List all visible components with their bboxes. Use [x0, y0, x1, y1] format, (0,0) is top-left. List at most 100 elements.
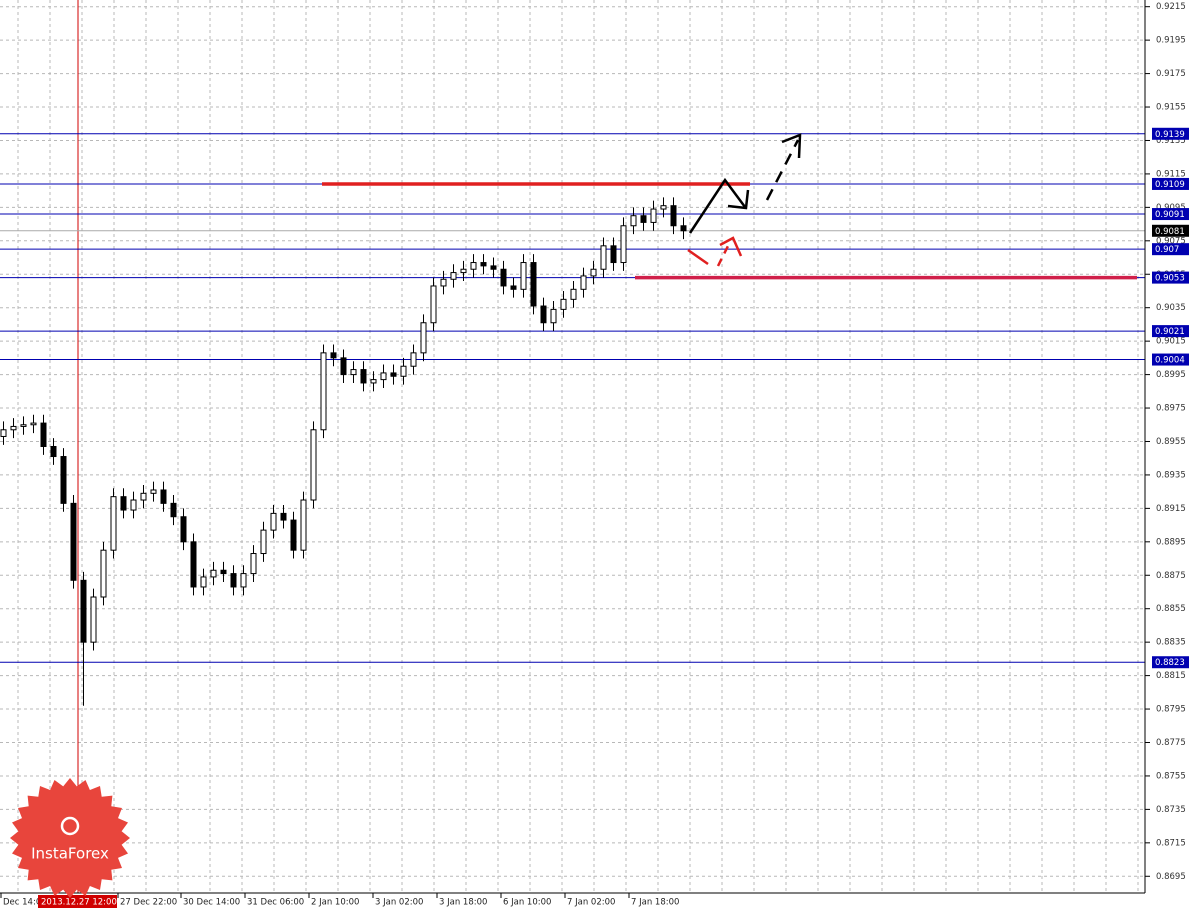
level-label: 0.9021	[1155, 327, 1185, 337]
y-tick-label: 0.8755	[1156, 771, 1186, 781]
candle-body	[330, 352, 337, 359]
candle-body	[620, 225, 627, 264]
candle-body	[450, 272, 457, 280]
level-label: 0.9053	[1155, 274, 1185, 284]
arrow-head	[727, 189, 750, 210]
level-label-box	[1152, 177, 1189, 190]
y-tick-label: 0.9035	[1156, 303, 1186, 313]
candle-body	[340, 357, 347, 376]
candle-body	[170, 502, 177, 518]
candle-body	[50, 446, 57, 458]
candle-body	[520, 262, 527, 290]
y-tick-label: 0.8835	[1156, 638, 1186, 648]
candle-body	[470, 262, 477, 270]
candle-body	[310, 429, 317, 501]
level-label: 0.907	[1155, 245, 1179, 255]
y-tick-label: 0.9215	[1156, 2, 1186, 12]
candle-body	[0, 429, 7, 437]
candle-body	[250, 553, 257, 575]
candle-body	[240, 573, 247, 588]
candle-body	[200, 576, 207, 588]
candle-body	[110, 496, 117, 551]
candle-body	[400, 365, 407, 377]
candle-body	[10, 425, 17, 431]
current-label: 0.9081	[1155, 227, 1185, 237]
logo-icon	[60, 816, 80, 836]
candle-body	[320, 352, 327, 431]
candle-body	[70, 502, 77, 581]
y-tick-label: 0.8975	[1156, 404, 1186, 414]
x-tick-label: 7 Jan 02:00	[567, 898, 615, 908]
candle-body	[100, 549, 107, 598]
level-label-box	[1152, 325, 1189, 338]
candle-body	[650, 208, 657, 223]
candle-body	[460, 268, 467, 274]
candle-body	[670, 205, 677, 227]
candle-body	[380, 372, 387, 381]
candle-body	[610, 245, 617, 264]
candle-body	[270, 512, 277, 531]
candle-body	[640, 215, 647, 223]
x-tick-label: 27 Dec 22:00	[120, 898, 177, 908]
candle-body	[570, 288, 577, 300]
y-tick-label: 0.9155	[1156, 103, 1186, 113]
arrow-dashed	[765, 139, 800, 201]
candle-body	[260, 529, 267, 555]
y-tick-label: 0.8935	[1156, 470, 1186, 480]
arrow-red	[687, 248, 709, 266]
y-tick-label: 0.9175	[1156, 69, 1186, 79]
x-tick-label: 6 Jan 10:00	[503, 898, 551, 908]
candle-body	[300, 499, 307, 551]
candle-body	[590, 268, 597, 277]
candle-body	[540, 305, 547, 324]
level-label: 0.9004	[1155, 356, 1185, 366]
y-tick-label: 0.8735	[1156, 805, 1186, 815]
arrow-red	[716, 241, 732, 267]
candle-body	[220, 569, 227, 575]
level-label: 0.9139	[1155, 130, 1185, 140]
plot	[0, 133, 1145, 706]
candle-body	[150, 489, 157, 494]
candle-body	[20, 424, 27, 427]
level-label-box	[1152, 127, 1189, 140]
candle-body	[390, 372, 397, 377]
candle-body	[430, 285, 437, 324]
level-label-box	[1152, 656, 1189, 669]
grid	[0, 0, 1145, 893]
x-tick-label: 3 Jan 18:00	[439, 898, 487, 908]
candle-body	[490, 265, 497, 270]
arrow-up	[688, 177, 747, 234]
candle-body	[630, 215, 637, 227]
y-tick-label: 0.8795	[1156, 705, 1186, 715]
candle-body	[120, 496, 127, 511]
candle-body	[420, 322, 427, 354]
cursor-label: 2013.12.27 12:00	[41, 898, 117, 908]
x-tick-label: Dec 14:00	[3, 898, 47, 908]
y-tick-label: 0.8855	[1156, 604, 1186, 614]
y-tick-label: 0.9075	[1156, 236, 1186, 246]
candle-body	[510, 285, 517, 290]
candle-body	[660, 205, 667, 210]
candle-body	[230, 573, 237, 588]
candle-body	[90, 596, 97, 643]
candle-body	[560, 298, 567, 310]
level-label-box	[1152, 271, 1189, 284]
candle-body	[350, 369, 357, 376]
y-tick-label: 0.9195	[1156, 36, 1186, 46]
level-label-box	[1152, 208, 1189, 221]
candle-body	[440, 278, 447, 287]
candle-body	[290, 519, 297, 551]
arrow-head	[781, 133, 802, 159]
level-label: 0.9109	[1155, 180, 1185, 190]
y-tick-label: 0.9115	[1156, 169, 1186, 179]
level-label-box	[1152, 353, 1189, 366]
candle-body	[280, 512, 287, 521]
candle-body	[410, 352, 417, 367]
y-tick-label: 0.8995	[1156, 370, 1186, 380]
x-tick-label: 2 Jan 10:00	[311, 898, 359, 908]
logo-text: InstaForex	[31, 845, 109, 863]
y-tick-label: 0.9095	[1156, 203, 1186, 213]
x-tick-label: 30 Dec 14:00	[183, 898, 240, 908]
